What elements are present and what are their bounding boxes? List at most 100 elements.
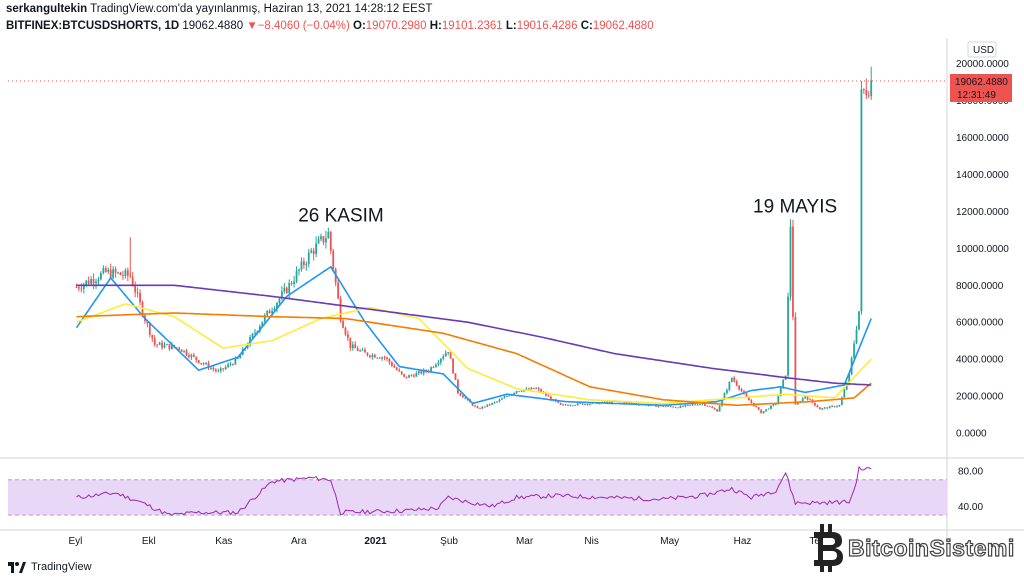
high-label: H: [429,20,442,32]
candle-body [261,321,264,327]
author-name[interactable]: serkangultekin [6,3,88,15]
candle-body [148,323,151,335]
candle-body [153,338,156,345]
candle-body [349,337,352,349]
candle-body [346,334,349,338]
candle-body [515,391,518,393]
candle-body [745,393,748,398]
candle-body [124,270,127,276]
candle-body [686,404,689,406]
candle-body [136,292,139,294]
candle-body [344,327,347,335]
candle-body [855,329,858,344]
candle-body [457,379,459,394]
candle-body [161,342,163,348]
candle-body [285,287,288,294]
candle-body [449,352,452,359]
candle-body [576,403,579,406]
symbol-name[interactable]: BITFINEX:BTCUSDSHORTS, 1D [6,20,180,32]
candle-body [532,387,535,389]
currency-box [967,41,997,58]
candle-body [488,404,491,406]
candle-body [838,405,841,407]
candle-body [290,282,293,284]
ma-line-purple [76,284,872,386]
candle-body [168,344,171,350]
candle-body [750,400,753,403]
annotation-mayis: 19 MAYIS [753,196,837,217]
candle-body [779,387,782,397]
chart-area[interactable]: 0.0000 2000.0000 4000.0000 6000.0000 8000.00… [0,38,1024,558]
candle-body [483,406,486,408]
candle-body [102,268,105,273]
candle-body [762,411,765,414]
candle-body [205,363,207,365]
candle-body [623,401,626,403]
candle-body [549,396,552,400]
candle-body [126,270,129,276]
candle-body [833,406,836,407]
candle-body [271,311,273,314]
candle-body [361,349,364,351]
high-value: 19101.2361 [441,20,503,32]
candle-body [527,388,530,390]
candle-body [498,399,501,402]
rsi-band [8,479,947,516]
candle-body [625,402,628,403]
candle-body [366,352,369,356]
candle-body [804,396,807,399]
candle-body [867,95,870,97]
candle-body [400,371,403,375]
tradingview-brand[interactable]: TradingView [31,561,92,573]
candle-body [853,343,855,358]
candle-body [156,344,159,346]
candle-body [386,357,388,359]
candle-body [738,385,741,390]
ma-line-yellow [76,302,872,405]
candle-body [122,275,124,276]
candle-body [273,308,276,312]
candle-body [166,344,168,346]
candle-body [557,401,560,403]
candle-body [109,269,112,278]
candle-body [315,243,318,255]
ma-line-orange [76,312,872,407]
candle-body [603,401,606,403]
time-tick-label: Nis [584,536,598,547]
candle-body [251,333,254,338]
candle-body [398,370,401,372]
published-text: TradingView.com'da yayınlanmış, Haziran … [90,3,433,15]
candle-body [354,344,357,349]
candle-body [809,399,811,401]
candle-body [234,358,237,365]
candle-body [432,367,435,368]
time-tick-label: May [660,536,679,547]
candle-body [518,391,520,392]
tradingview-logo-icon[interactable] [8,561,26,573]
candle-body [537,388,540,390]
candle-body [836,406,838,408]
close-label: C: [580,20,593,32]
candle-body [567,405,569,406]
last-price: 19062.4880 [182,20,244,32]
candle-body [85,280,88,285]
candle-body [814,402,816,406]
candle-body [748,397,750,401]
candle-body [158,342,161,345]
price-tick-label: 10000.0000 [956,244,1009,255]
candle-body [229,364,232,366]
candle-body [569,405,572,407]
candle-body [608,401,611,404]
price-change: −8.4060 (−0.04%) [257,20,350,32]
candle-body [420,371,423,374]
candle-body [540,389,542,393]
annotation-kasim: 26 KASIM [298,206,384,227]
candle-body [337,282,340,299]
candle-body [439,358,442,363]
candle-body [845,383,848,390]
candle-body [486,404,489,407]
candle-body [860,89,863,312]
candle-body [718,405,721,412]
candle-body [391,362,393,367]
candle-body [178,347,181,350]
